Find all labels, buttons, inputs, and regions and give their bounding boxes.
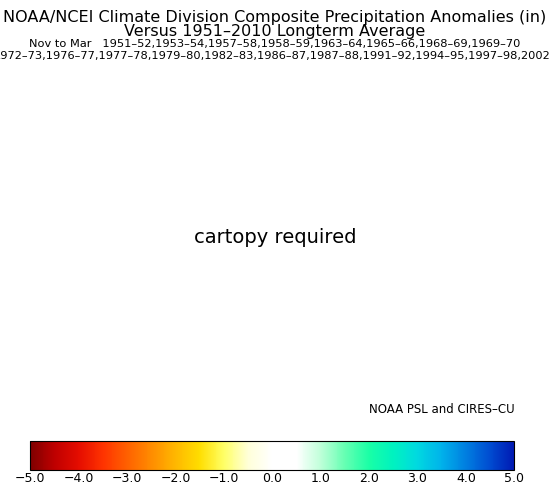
Text: cartopy required: cartopy required	[194, 228, 356, 247]
Text: Nov to Mar   1951–52,1953–54,1957–58,1958–59,1963–64,1965–66,1968–69,1969–70: Nov to Mar 1951–52,1953–54,1957–58,1958–…	[29, 39, 521, 49]
Text: NOAA/NCEI Climate Division Composite Precipitation Anomalies (in): NOAA/NCEI Climate Division Composite Pre…	[3, 10, 547, 25]
Text: NOAA PSL and CIRES–CU: NOAA PSL and CIRES–CU	[368, 403, 514, 416]
Text: 1972–73,1976–77,1977–78,1979–80,1982–83,1986–87,1987–88,1991–92,1994–95,1997–98,: 1972–73,1976–77,1977–78,1979–80,1982–83,…	[0, 51, 550, 61]
Text: Versus 1951–2010 Longterm Average: Versus 1951–2010 Longterm Average	[124, 24, 426, 39]
